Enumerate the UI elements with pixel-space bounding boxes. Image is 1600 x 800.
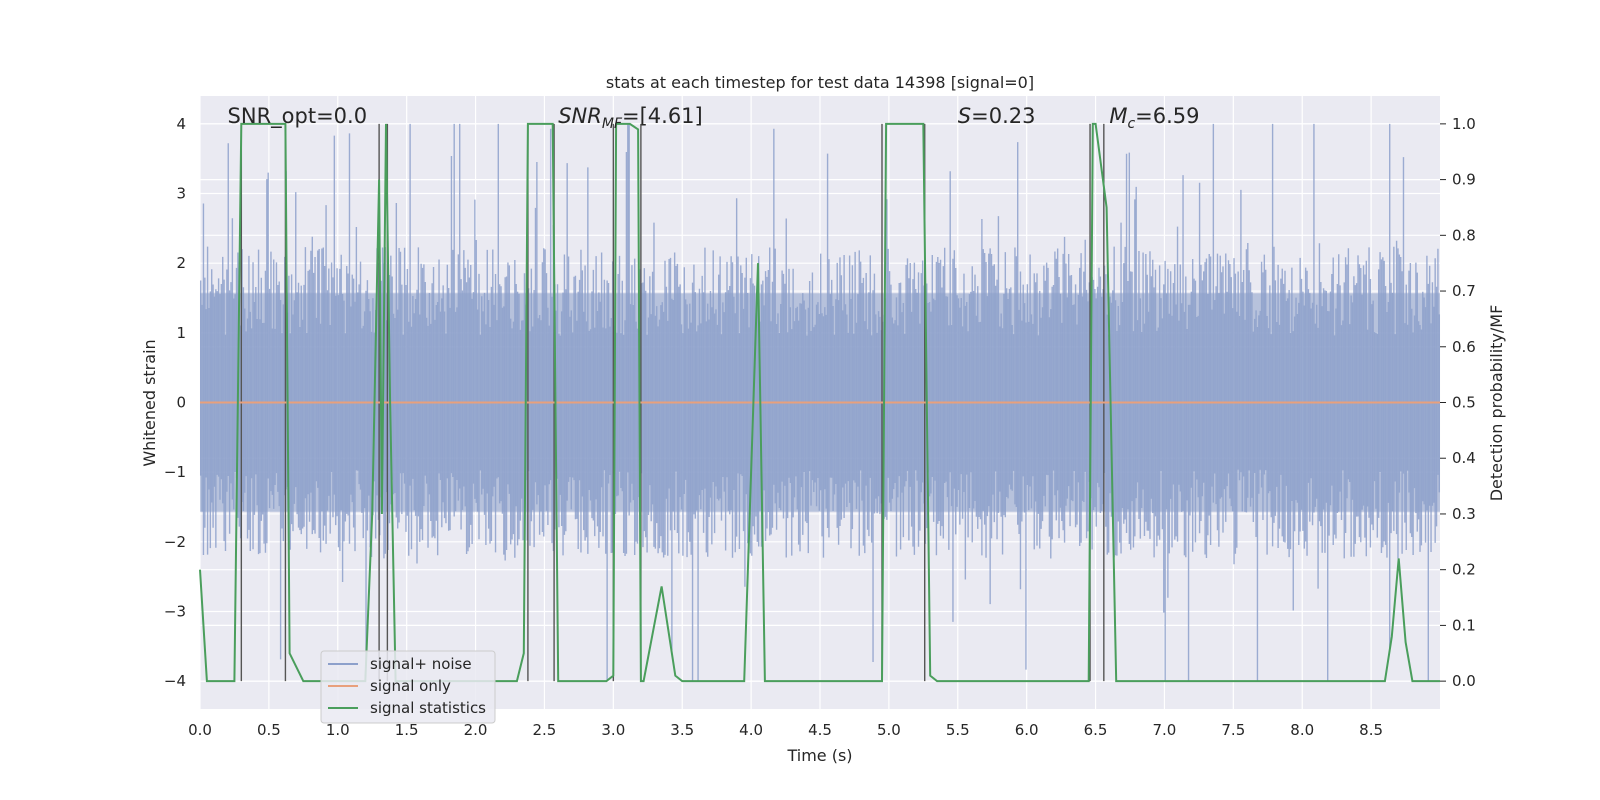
- y-right-tick-label: 0.0: [1452, 672, 1476, 690]
- stat-annotation: Mc=6.59: [1109, 104, 1199, 132]
- y-right-tick-label: 0.8: [1452, 226, 1476, 244]
- x-tick-label: 1.5: [395, 721, 419, 739]
- stat-annotation: SNRMF=[4.61]: [558, 104, 703, 132]
- legend-label-signal: signal only: [370, 677, 451, 695]
- y-right-axis-label: Detection probability/MF: [1487, 305, 1506, 502]
- x-tick-label: 7.0: [1153, 721, 1177, 739]
- x-tick-label: 2.0: [464, 721, 488, 739]
- y-right-tick-label: 0.6: [1452, 338, 1476, 356]
- y-right-tick-label: 0.1: [1452, 616, 1476, 634]
- x-tick-label: 0.5: [257, 721, 281, 739]
- x-tick-label: 3.0: [601, 721, 625, 739]
- y-right-tick-label: 0.2: [1452, 561, 1476, 579]
- y-right-tick-label: 0.7: [1452, 282, 1476, 300]
- y-right-tick-label: 0.4: [1452, 449, 1476, 467]
- y-tick-label: 0: [176, 394, 186, 412]
- y-tick-label: −4: [164, 672, 186, 690]
- legend: signal+ noise signal only signal statist…: [320, 650, 496, 724]
- y-right-tick-label: 0.5: [1452, 394, 1476, 412]
- signal-statistics-series: [199, 122, 1440, 683]
- x-tick-label: 6.0: [1015, 721, 1039, 739]
- statistics-line: [199, 122, 1440, 683]
- x-tick-label: 4.5: [808, 721, 832, 739]
- x-axis-ticks: 0.0 0.5 1.0 1.5 2.0 2.5 3.0 3.5 4.0 4.5 5.0 5.5 6.0 6…: [188, 721, 1383, 739]
- x-tick-label: 0.0: [188, 721, 212, 739]
- y-axis-label: Whitened strain: [140, 339, 159, 466]
- y-tick-label: 2: [176, 254, 186, 272]
- x-tick-label: 3.5: [670, 721, 694, 739]
- chart-title: stats at each timestep for test data 143…: [606, 73, 1034, 92]
- legend-box: [320, 650, 496, 724]
- x-tick-label: 5.0: [877, 721, 901, 739]
- y-right-tick-label: 0.9: [1452, 171, 1476, 189]
- annotations: SNR_opt=0.0 SNRMF=[4.61] S=0.23 Mc=6.59: [228, 104, 1200, 132]
- x-tick-label: 7.5: [1221, 721, 1245, 739]
- y-tick-label: −1: [164, 463, 186, 481]
- y-tick-label: 4: [176, 115, 186, 133]
- legend-label-stats: signal statistics: [370, 699, 486, 717]
- x-tick-label: 5.5: [946, 721, 970, 739]
- y-right-tick-label: 1.0: [1452, 115, 1476, 133]
- stat-annotation: SNR_opt=0.0: [228, 104, 368, 129]
- x-tick-label: 2.5: [533, 721, 557, 739]
- y-tick-label: −2: [164, 533, 186, 551]
- x-tick-label: 1.0: [326, 721, 350, 739]
- x-tick-label: 4.0: [739, 721, 763, 739]
- x-tick-label: 6.5: [1084, 721, 1108, 739]
- y-right-tick-label: 0.3: [1452, 505, 1476, 523]
- x-tick-label: 8.5: [1359, 721, 1383, 739]
- y-tick-label: 1: [176, 324, 186, 342]
- y-axis-ticks: 4 3 2 1 0 −1 −2 −3 −4: [164, 115, 186, 690]
- x-axis-label: Time (s): [786, 746, 852, 765]
- stat-annotation: S=0.23: [958, 104, 1036, 128]
- legend-label-noise: signal+ noise: [370, 655, 472, 673]
- x-tick-label: 8.0: [1290, 721, 1314, 739]
- y-tick-label: −3: [164, 602, 186, 620]
- y-right-axis-ticks: 1.0 0.9 0.8 0.7 0.6 0.5 0.4 0.3 0.2 0.1 0.0: [1440, 115, 1476, 690]
- y-tick-label: 3: [176, 185, 186, 203]
